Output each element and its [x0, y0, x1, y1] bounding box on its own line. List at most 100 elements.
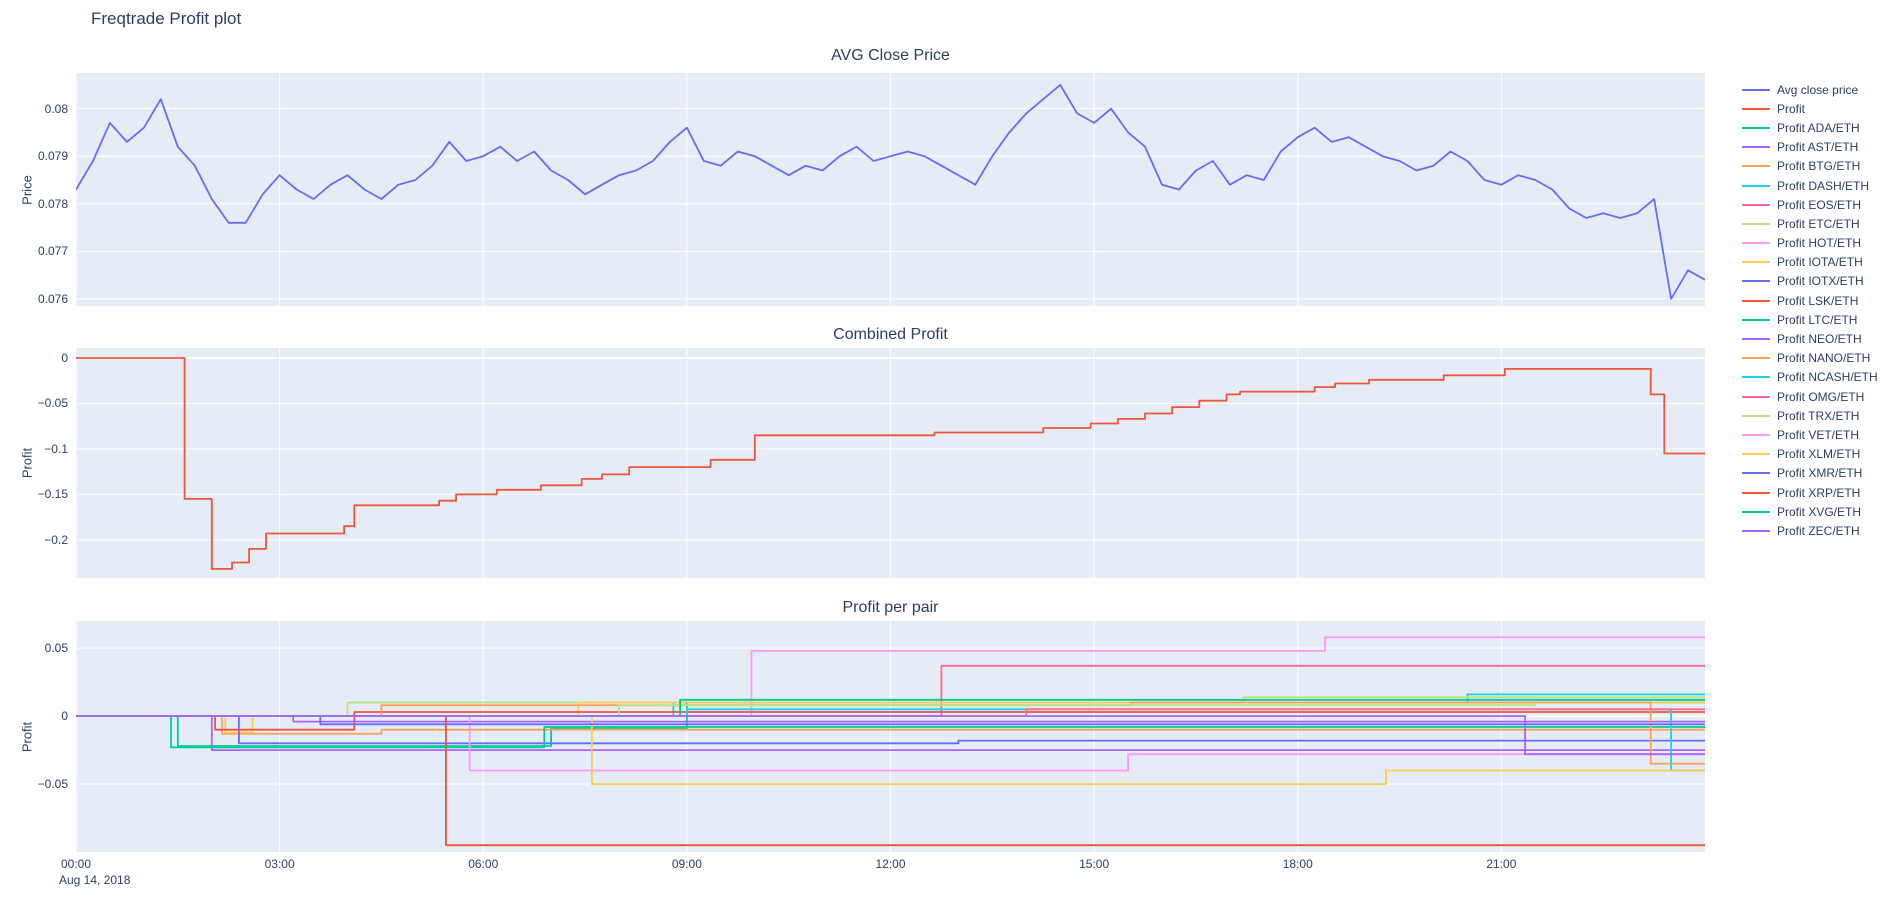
legend-label: Profit HOT/ETH — [1777, 236, 1862, 251]
legend-label: Profit XLM/ETH — [1777, 447, 1861, 462]
y-tick-label: 0 — [61, 351, 68, 365]
x-tick-label: 21:00 — [1486, 857, 1517, 871]
legend-item-profit-ada-eth[interactable]: Profit ADA/ETH — [1742, 118, 1878, 137]
legend-label: Profit XRP/ETH — [1777, 485, 1861, 500]
legend-line-swatch — [1742, 261, 1770, 264]
y-tick-label: −0.15 — [37, 487, 68, 502]
legend-label: Profit ZEC/ETH — [1777, 523, 1860, 538]
legend-line-swatch — [1742, 280, 1770, 283]
legend-line-swatch — [1742, 433, 1770, 436]
chart-canvas — [76, 621, 1705, 852]
legend-line-swatch — [1742, 299, 1770, 302]
x-tick-label: 09:00 — [671, 857, 702, 871]
legend-line-swatch — [1742, 126, 1770, 129]
legend-label: Profit DASH/ETH — [1777, 178, 1870, 193]
legend-item-profit-eos-eth[interactable]: Profit EOS/ETH — [1742, 195, 1878, 214]
y-tick-label: 0.05 — [44, 641, 68, 656]
legend-label: Profit NCASH/ETH — [1777, 370, 1878, 385]
legend-item-profit-btg-eth[interactable]: Profit BTG/ETH — [1742, 157, 1878, 176]
legend-line-swatch — [1742, 453, 1770, 456]
plot-area-profit-per-pair[interactable] — [76, 621, 1705, 852]
legend-label: Avg close price — [1777, 82, 1859, 97]
legend-line-swatch — [1742, 357, 1770, 360]
y-tick-label: 0.077 — [37, 244, 68, 259]
x-tick-label: 03:00 — [264, 857, 295, 871]
y-tick-label: 0.078 — [37, 196, 68, 211]
legend-item-profit-dash-eth[interactable]: Profit DASH/ETH — [1742, 176, 1878, 195]
legend-label: Profit — [1777, 101, 1806, 116]
chart-title-avg-close-price: AVG Close Price — [831, 47, 950, 64]
legend-item-profit-neo-eth[interactable]: Profit NEO/ETH — [1742, 329, 1878, 348]
legend-item-profit-trx-eth[interactable]: Profit TRX/ETH — [1742, 406, 1878, 425]
legend-line-swatch — [1742, 184, 1770, 187]
chart-canvas — [76, 348, 1705, 578]
series-line-profit-zec-eth[interactable] — [76, 715, 1705, 756]
y-tick-label: −0.05 — [37, 777, 68, 792]
y-tick-label: −0.2 — [44, 532, 68, 547]
legend-label: Profit AST/ETH — [1777, 140, 1859, 155]
legend-item-profit-zec-eth[interactable]: Profit ZEC/ETH — [1742, 521, 1878, 540]
legend-line-swatch — [1742, 88, 1770, 91]
legend-item-profit-xmr-eth[interactable]: Profit XMR/ETH — [1742, 464, 1878, 483]
legend-item-profit-etc-eth[interactable]: Profit ETC/ETH — [1742, 214, 1878, 233]
legend-line-swatch — [1742, 146, 1770, 149]
legend-line-swatch — [1742, 472, 1770, 475]
x-axis-date-label: Aug 14, 2018 — [59, 873, 131, 887]
x-axis: 00:00 03:00 06:00 09:00 12:00 15:00 18:00 21:00 — [0, 857, 1750, 873]
legend-label: Profit OMG/ETH — [1777, 389, 1865, 404]
legend-label: Profit IOTA/ETH — [1777, 255, 1863, 270]
y-tick-label: 0.08 — [44, 101, 68, 116]
y-tick-labels: 0 −0.05 −0.1 −0.15 −0.2 — [0, 348, 68, 578]
series-line-profit[interactable] — [76, 357, 1705, 570]
legend-label: Profit EOS/ETH — [1777, 197, 1862, 212]
plot-area-avg-close-price[interactable] — [76, 73, 1705, 306]
legend: Avg close price Profit Profit ADA/ETH Profi… — [1742, 80, 1878, 541]
x-tick-label: 06:00 — [468, 857, 499, 871]
x-tick-label: 12:00 — [875, 857, 906, 871]
plot-area-combined-profit[interactable] — [76, 348, 1705, 578]
legend-item-profit-ltc-eth[interactable]: Profit LTC/ETH — [1742, 310, 1878, 329]
legend-line-swatch — [1742, 242, 1770, 245]
y-tick-label: −0.1 — [44, 441, 68, 456]
x-tick-label: 18:00 — [1282, 857, 1313, 871]
legend-item-profit-xrp-eth[interactable]: Profit XRP/ETH — [1742, 483, 1878, 502]
legend-item-profit-xvg-eth[interactable]: Profit XVG/ETH — [1742, 502, 1878, 521]
legend-item-profit-vet-eth[interactable]: Profit VET/ETH — [1742, 425, 1878, 444]
legend-line-swatch — [1742, 165, 1770, 168]
chart-title-profit-per-pair: Profit per pair — [842, 599, 939, 616]
legend-label: Profit ETC/ETH — [1777, 216, 1860, 231]
y-tick-label: −0.05 — [37, 396, 68, 411]
y-tick-labels: 0.05 0 −0.05 — [0, 621, 68, 852]
legend-line-swatch — [1742, 395, 1770, 398]
legend-item-profit-ast-eth[interactable]: Profit AST/ETH — [1742, 138, 1878, 157]
legend-item-profit[interactable]: Profit — [1742, 99, 1878, 118]
legend-item-profit-hot-eth[interactable]: Profit HOT/ETH — [1742, 234, 1878, 253]
legend-item-avg-close-price[interactable]: Avg close price — [1742, 80, 1878, 99]
legend-line-swatch — [1742, 414, 1770, 417]
legend-item-profit-nano-eth[interactable]: Profit NANO/ETH — [1742, 349, 1878, 368]
x-tick-label: 15:00 — [1079, 857, 1110, 871]
legend-label: Profit TRX/ETH — [1777, 408, 1860, 423]
legend-line-swatch — [1742, 510, 1770, 513]
legend-label: Profit BTG/ETH — [1777, 159, 1861, 174]
legend-label: Profit NEO/ETH — [1777, 332, 1862, 347]
legend-label: Profit NANO/ETH — [1777, 351, 1871, 366]
legend-item-profit-iotx-eth[interactable]: Profit IOTX/ETH — [1742, 272, 1878, 291]
legend-label: Profit XMR/ETH — [1777, 466, 1863, 481]
legend-item-profit-ncash-eth[interactable]: Profit NCASH/ETH — [1742, 368, 1878, 387]
legend-label: Profit ADA/ETH — [1777, 120, 1860, 135]
legend-line-swatch — [1742, 222, 1770, 225]
y-tick-label: 0 — [61, 709, 68, 724]
series-line-avg-close-price[interactable] — [76, 84, 1705, 300]
legend-item-profit-omg-eth[interactable]: Profit OMG/ETH — [1742, 387, 1878, 406]
legend-line-swatch — [1742, 529, 1770, 532]
legend-item-profit-xlm-eth[interactable]: Profit XLM/ETH — [1742, 445, 1878, 464]
y-tick-label: 0.079 — [37, 149, 68, 164]
legend-line-swatch — [1742, 203, 1770, 206]
legend-item-profit-lsk-eth[interactable]: Profit LSK/ETH — [1742, 291, 1878, 310]
legend-line-swatch — [1742, 107, 1770, 110]
legend-label: Profit XVG/ETH — [1777, 504, 1862, 519]
legend-item-profit-iota-eth[interactable]: Profit IOTA/ETH — [1742, 253, 1878, 272]
chart-title-combined-profit: Combined Profit — [833, 326, 948, 343]
legend-label: Profit IOTX/ETH — [1777, 274, 1864, 289]
